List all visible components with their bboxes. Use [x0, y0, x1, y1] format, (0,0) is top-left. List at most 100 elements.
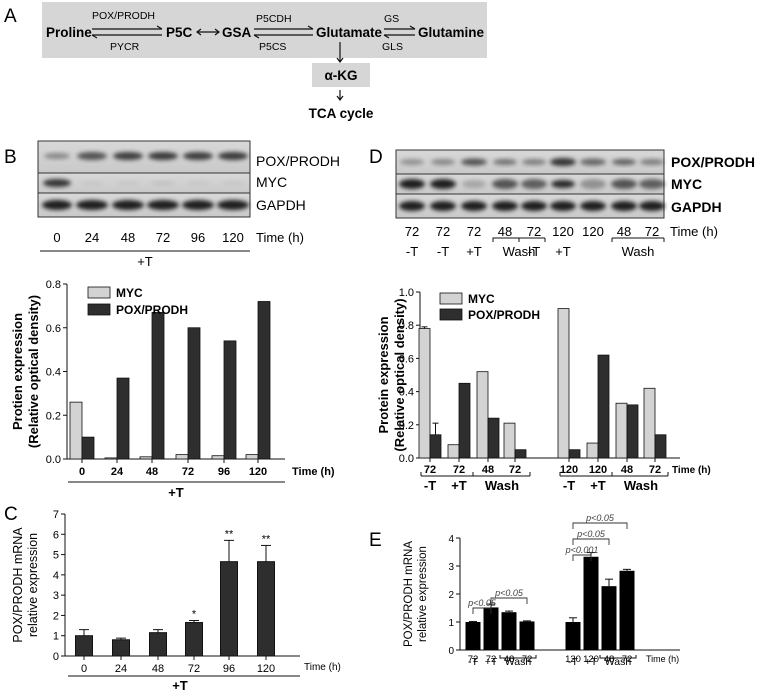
chart-c-x-tick-label: 0	[81, 663, 87, 675]
blot-d-group: +T	[555, 244, 571, 259]
chart-d-bar-poxprodh	[626, 404, 639, 459]
chart-e-comparison-bracket	[472, 607, 492, 614]
chart-b-y-tick-label: 0.0	[46, 454, 61, 466]
chart-e-bar	[619, 570, 635, 650]
chart-c-y-label: POX/PRODH mRNA	[11, 527, 25, 643]
chart-e-y-label: relative expression	[417, 546, 429, 642]
blot-d-myc-band	[462, 180, 486, 188]
chart-c-y-label: relative expression	[26, 533, 40, 637]
blot-d-pox-band	[640, 159, 664, 165]
blot-d-label-gapdh: GAPDH	[671, 199, 722, 215]
chart-c-bar	[75, 635, 93, 657]
chart-e-p-value: p<0.05	[576, 529, 606, 539]
chart-b-bar-poxprodh	[151, 312, 165, 460]
chart-c-y-tick-label: 4	[53, 570, 59, 582]
chart-b-bar-poxprodh	[116, 377, 130, 460]
chart-b-y-label: (Relative optical density)	[26, 295, 41, 448]
blot-d-lane: 72	[527, 224, 541, 239]
chart-b-bar-myc	[245, 454, 259, 460]
blot-b-pox-band	[77, 152, 107, 160]
blot-d-lane: 72	[467, 224, 481, 239]
chart-d-group-label: +T	[590, 478, 606, 493]
chart-d-group-label: Wash	[624, 478, 658, 493]
chart-c-bar	[220, 561, 238, 657]
chart-c-y-tick-label: 5	[53, 550, 59, 562]
blot-b-gapdh-band	[217, 200, 249, 210]
blot-b-label-myc: MYC	[256, 174, 287, 190]
blot-d-group: -T	[437, 244, 449, 259]
chart-e-x-tick-label: 72	[486, 654, 497, 665]
chart-e-p-value: p<0.05	[585, 513, 615, 523]
blot-b-lane: 120	[222, 230, 244, 245]
chart-b-bar-poxprodh	[187, 327, 201, 460]
chart-d-legend-label: POX/PRODH	[468, 308, 540, 322]
chart-c-x-tick-label: 120	[257, 663, 275, 675]
metabolite-glutamate: Glutamate	[316, 25, 383, 40]
chart-b-bar-myc	[104, 457, 118, 460]
chart-e-group-label: -T	[468, 656, 478, 668]
chart-d-group-label: Wash	[485, 478, 519, 493]
blot-d-gapdh-band	[430, 201, 456, 211]
blot-d-gapdh-band	[492, 201, 518, 211]
chart-d-bar-myc	[418, 328, 431, 459]
blot-b-gapdh-band	[112, 200, 144, 210]
blot-d-group: Wash	[622, 244, 655, 259]
blot-b-lane: 96	[191, 230, 205, 245]
chart-e-group-label: Wash	[505, 656, 532, 668]
chart-e-group-label: Wash	[605, 656, 632, 668]
akg-box	[312, 63, 370, 87]
chart-d-bar-myc	[643, 387, 656, 459]
chart-b-bar-poxprodh	[81, 436, 95, 460]
chart-b-x-tick-label: 96	[218, 466, 230, 478]
metabolite-proline: Proline	[46, 25, 92, 40]
chart-d-y-tick-label: 1.0	[399, 287, 414, 299]
chart-d-y-tick-label: 0.0	[399, 453, 414, 465]
chart-d-y-tick-label: 0.8	[399, 320, 414, 332]
chart-e-p-value: p<0.05	[467, 598, 497, 608]
chart-d-y-tick-label: 0.2	[399, 420, 414, 432]
chart-d-bar-poxprodh	[654, 434, 667, 459]
blot-b-lane-labels: 0 24 48 72 96 120	[53, 230, 243, 245]
chart-b-group-label: +T	[168, 485, 184, 500]
blot-d-gapdh-band	[611, 201, 637, 211]
metabolite-glutamine: Glutamine	[418, 25, 485, 40]
chart-e-x-tick-label: 72	[522, 654, 533, 665]
chart-d-group-brackets	[420, 472, 669, 477]
blot-d-myc-band	[611, 179, 637, 189]
chart-b-bar-poxprodh	[223, 340, 237, 460]
chart-d-x-tick-label: 72	[649, 464, 661, 476]
chart-e-x-tick-label: 72	[622, 654, 633, 665]
chart-e-bar	[601, 586, 617, 650]
chart-d-bar-poxprodh	[429, 434, 442, 459]
chart-c-bar	[185, 622, 203, 657]
chart-e-x-tick-label: 72	[468, 654, 479, 665]
panel-letter-c: C	[4, 504, 18, 525]
blot-d-gapdh-band	[461, 201, 487, 211]
blot-b-pox-band	[218, 152, 248, 160]
blot-d-pox-band	[461, 158, 487, 166]
chart-d-bar-myc	[447, 444, 460, 459]
chart-d-x-tick-label: 72	[453, 464, 465, 476]
chart-c-significance: *	[192, 609, 197, 621]
blot-d-gapdh-band	[521, 201, 547, 211]
chart-b: 0.0 0.2 0.4 0.6 0.8 Protien expression (Relati…	[10, 279, 335, 500]
chart-c-bar	[149, 632, 167, 657]
chart-b-bar-poxprodh	[257, 301, 271, 460]
chart-d-x-tick-label: 120	[560, 464, 578, 476]
chart-e-bar	[501, 612, 517, 650]
chart-d-bar-myc	[586, 442, 599, 459]
panel-letter-d: D	[369, 147, 383, 168]
western-blot-d	[395, 149, 665, 219]
blot-d-lane: 72	[405, 224, 419, 239]
chart-e-bar	[483, 607, 499, 650]
blot-d-pox-band	[550, 158, 576, 166]
chart-c-x-tick-label: 72	[188, 663, 200, 675]
chart-e-comparison-bracket	[572, 538, 610, 545]
panel-letter-e: E	[369, 530, 382, 551]
chart-b-x-tick-label: 72	[182, 466, 194, 478]
blot-d-label-myc: MYC	[671, 176, 702, 192]
chart-c-y-tick-label: 6	[53, 529, 59, 541]
chart-b-bar-myc	[139, 456, 153, 460]
enzyme-p5cs: P5CS	[259, 41, 286, 53]
